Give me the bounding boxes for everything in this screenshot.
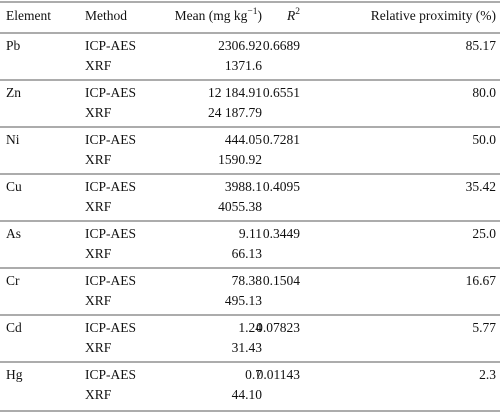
method: ICP-AES bbox=[85, 273, 136, 288]
header-text: Mean (mg kg bbox=[175, 8, 248, 23]
proximity: 16.67 bbox=[466, 273, 497, 288]
r2: 0.07823 bbox=[256, 320, 300, 335]
element: Pb bbox=[6, 38, 21, 53]
element: Cu bbox=[6, 179, 22, 194]
header-cell: R2 bbox=[286, 7, 300, 23]
mean: 1.24 bbox=[238, 320, 262, 335]
method: ICP-AES bbox=[85, 226, 136, 241]
element: Cd bbox=[6, 320, 22, 335]
r2: 0.01143 bbox=[257, 367, 301, 382]
mean: 66.13 bbox=[232, 246, 263, 261]
element: Ni bbox=[6, 132, 20, 147]
header-sup: −1 bbox=[247, 7, 257, 17]
header-cell: Method bbox=[85, 8, 127, 23]
proximity: 5.77 bbox=[472, 320, 496, 335]
mean: 44.10 bbox=[232, 387, 263, 402]
element: Cr bbox=[6, 273, 20, 288]
method: ICP-AES bbox=[85, 367, 136, 382]
method: XRF bbox=[85, 293, 112, 308]
r2: 0.6689 bbox=[263, 38, 300, 53]
header-cell: Relative proximity (%) bbox=[371, 8, 496, 23]
proximity: 50.0 bbox=[472, 132, 496, 147]
method: XRF bbox=[85, 340, 112, 355]
mean: 24 187.79 bbox=[208, 105, 262, 120]
header-sup: 2 bbox=[295, 7, 300, 17]
mean: 78.38 bbox=[232, 273, 263, 288]
r2: 0.7281 bbox=[263, 132, 300, 147]
mean: 2306.92 bbox=[218, 38, 262, 53]
method: XRF bbox=[85, 105, 112, 120]
mean: 31.43 bbox=[232, 340, 263, 355]
element: As bbox=[6, 226, 21, 241]
method: ICP-AES bbox=[85, 179, 136, 194]
r2: 0.3449 bbox=[263, 226, 300, 241]
mean: 0.7 bbox=[245, 367, 262, 382]
method: XRF bbox=[85, 58, 112, 73]
method: XRF bbox=[85, 246, 112, 261]
proximity: 35.42 bbox=[466, 179, 496, 194]
method: ICP-AES bbox=[85, 320, 136, 335]
header-cell: Element bbox=[6, 8, 51, 23]
mean: 9.11 bbox=[239, 226, 262, 241]
element: Zn bbox=[6, 85, 21, 100]
header-cell: Mean (mg kg−1) bbox=[175, 7, 262, 23]
mean: 444.05 bbox=[225, 132, 262, 147]
method: ICP-AES bbox=[85, 85, 136, 100]
header-text: Method bbox=[85, 8, 127, 23]
proximity: 80.0 bbox=[472, 85, 496, 100]
method: XRF bbox=[85, 199, 112, 214]
proximity: 25.0 bbox=[472, 226, 496, 241]
proximity: 2.3 bbox=[479, 367, 496, 382]
mean: 3988.1 bbox=[225, 179, 262, 194]
method: ICP-AES bbox=[85, 38, 136, 53]
element: Hg bbox=[6, 367, 23, 382]
mean: 12 184.91 bbox=[208, 85, 262, 100]
header-text: ) bbox=[258, 8, 263, 23]
proximity: 85.17 bbox=[466, 38, 497, 53]
header-text: R bbox=[286, 8, 296, 23]
method: XRF bbox=[85, 152, 112, 167]
method: ICP-AES bbox=[85, 132, 136, 147]
header-text: Element bbox=[6, 8, 51, 23]
method: XRF bbox=[85, 387, 112, 402]
r2: 0.1504 bbox=[263, 273, 300, 288]
mean: 1590.92 bbox=[218, 152, 262, 167]
mean: 1371.6 bbox=[225, 58, 262, 73]
header-text: Relative proximity (%) bbox=[371, 8, 496, 23]
r2: 0.4095 bbox=[263, 179, 300, 194]
mean: 4055.38 bbox=[218, 199, 262, 214]
mean: 495.13 bbox=[225, 293, 262, 308]
r2: 0.6551 bbox=[263, 85, 300, 100]
